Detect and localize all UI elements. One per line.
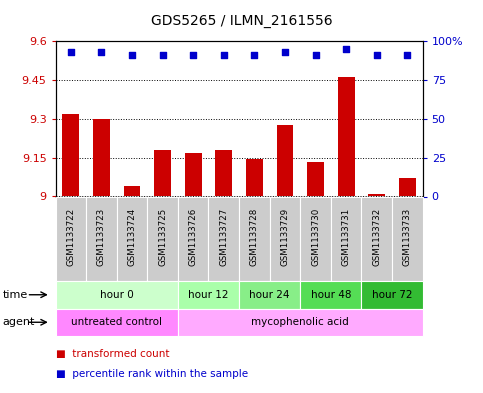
Bar	[124, 186, 141, 196]
Text: hour 48: hour 48	[311, 290, 351, 300]
Text: GSM1133731: GSM1133731	[341, 208, 351, 266]
Text: GSM1133723: GSM1133723	[97, 208, 106, 266]
Bar	[277, 125, 293, 196]
Bar	[270, 196, 300, 281]
Text: untreated control: untreated control	[71, 317, 162, 327]
Text: GSM1133728: GSM1133728	[250, 208, 259, 266]
Bar	[399, 178, 416, 196]
Text: GDS5265 / ILMN_2161556: GDS5265 / ILMN_2161556	[151, 14, 332, 28]
Bar	[178, 196, 209, 281]
Bar	[56, 309, 178, 336]
Bar	[246, 159, 263, 196]
Text: GSM1133725: GSM1133725	[158, 208, 167, 266]
Point	[373, 52, 381, 59]
Point	[251, 52, 258, 59]
Text: ■  percentile rank within the sample: ■ percentile rank within the sample	[56, 369, 248, 379]
Point	[159, 52, 167, 59]
Bar	[338, 77, 355, 196]
Point	[312, 52, 319, 59]
Point	[220, 52, 227, 59]
Bar	[239, 196, 270, 281]
Point	[403, 52, 411, 59]
Text: agent: agent	[2, 317, 35, 327]
Point	[67, 49, 75, 55]
Bar	[178, 281, 239, 309]
Bar	[300, 196, 331, 281]
Text: GSM1133727: GSM1133727	[219, 208, 228, 266]
Point	[281, 49, 289, 55]
Bar	[62, 114, 79, 196]
Text: GSM1133729: GSM1133729	[281, 208, 289, 266]
Bar	[239, 281, 300, 309]
Bar	[185, 152, 201, 196]
Bar	[300, 281, 361, 309]
Text: hour 12: hour 12	[188, 290, 229, 300]
Bar	[361, 281, 423, 309]
Bar	[147, 196, 178, 281]
Bar	[215, 150, 232, 196]
Bar	[209, 196, 239, 281]
Bar	[178, 309, 423, 336]
Text: mycophenolic acid: mycophenolic acid	[251, 317, 349, 327]
Bar	[56, 196, 86, 281]
Bar	[369, 194, 385, 196]
Text: hour 0: hour 0	[100, 290, 134, 300]
Point	[342, 46, 350, 52]
Text: GSM1133722: GSM1133722	[66, 208, 75, 266]
Bar	[331, 196, 361, 281]
Bar	[117, 196, 147, 281]
Point	[128, 52, 136, 59]
Bar	[86, 196, 117, 281]
Text: GSM1133724: GSM1133724	[128, 208, 137, 266]
Text: ■  transformed count: ■ transformed count	[56, 349, 169, 359]
Text: GSM1133726: GSM1133726	[189, 208, 198, 266]
Text: time: time	[2, 290, 28, 300]
Text: GSM1133732: GSM1133732	[372, 208, 381, 266]
Bar	[307, 162, 324, 196]
Text: GSM1133733: GSM1133733	[403, 208, 412, 266]
Bar	[93, 119, 110, 196]
Bar	[361, 196, 392, 281]
Bar	[392, 196, 423, 281]
Bar	[154, 150, 171, 196]
Point	[189, 52, 197, 59]
Text: hour 72: hour 72	[372, 290, 412, 300]
Text: hour 24: hour 24	[249, 290, 290, 300]
Text: GSM1133730: GSM1133730	[311, 208, 320, 266]
Point	[98, 49, 105, 55]
Bar	[56, 281, 178, 309]
